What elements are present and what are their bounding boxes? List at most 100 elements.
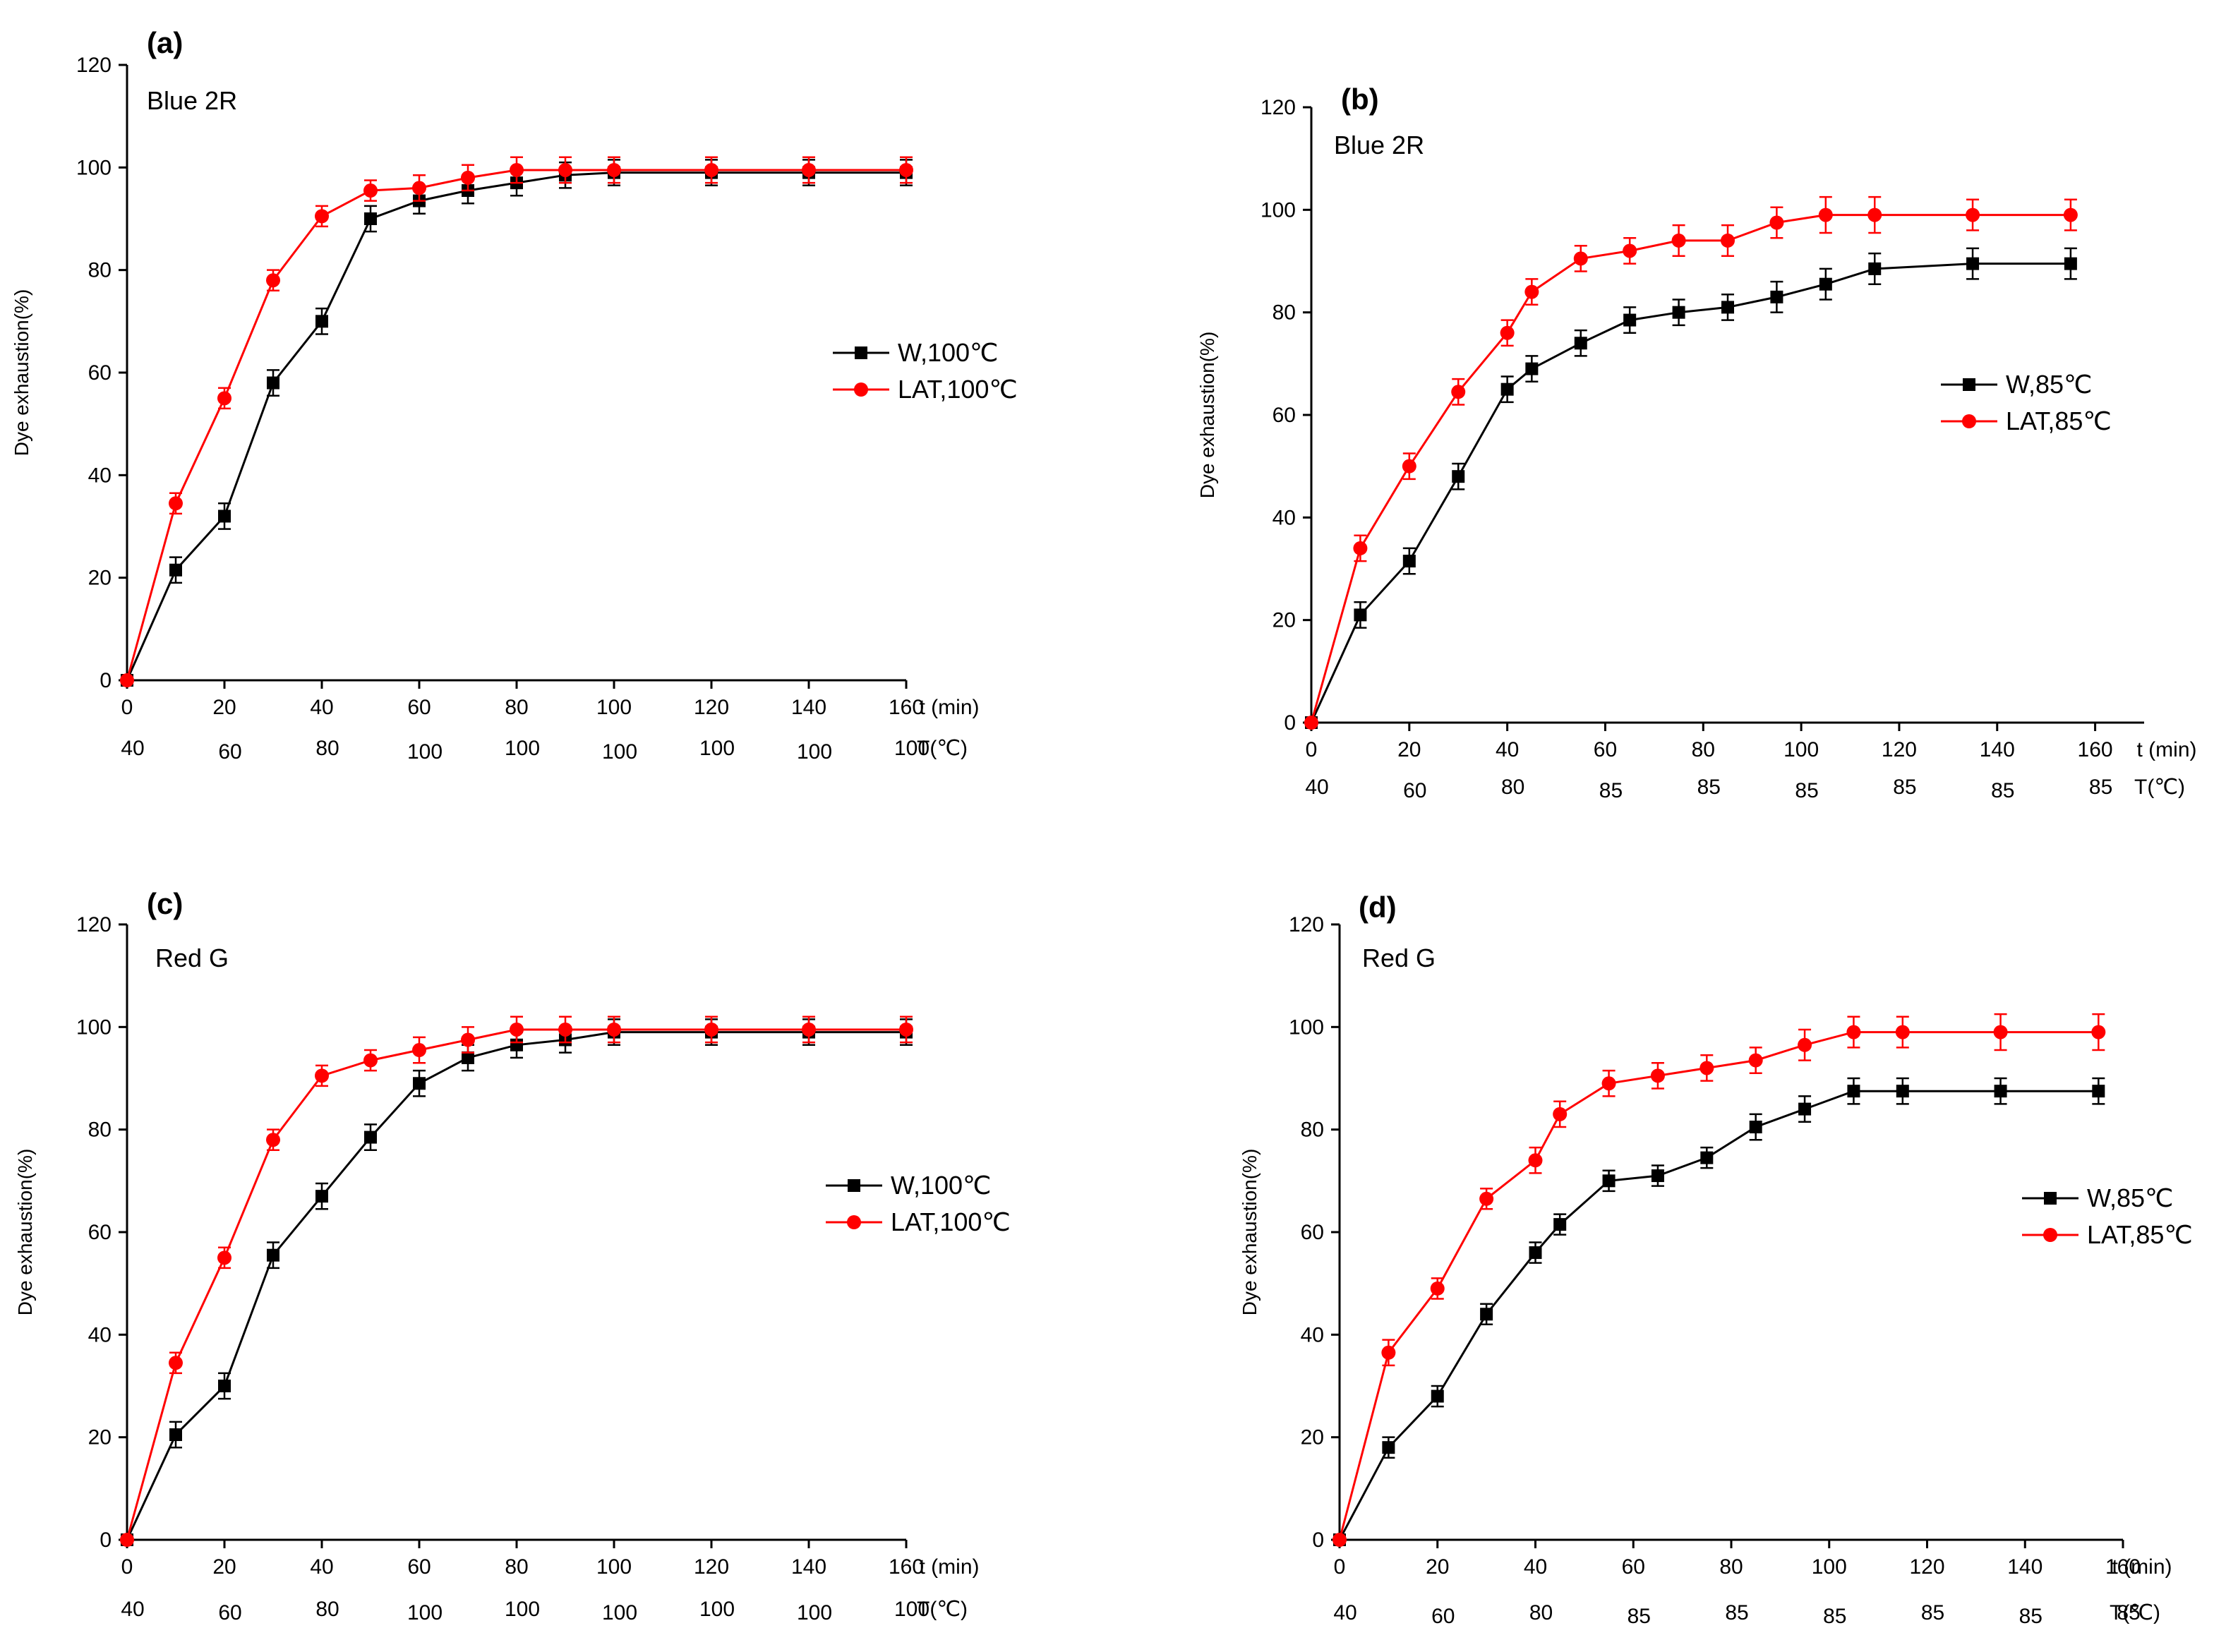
data-point xyxy=(1479,1191,1494,1206)
y-tick-label: 40 xyxy=(1273,506,1296,529)
data-point xyxy=(1402,555,1416,568)
data-point xyxy=(1381,1345,1396,1360)
data-point xyxy=(1700,1151,1714,1164)
data-point xyxy=(364,212,377,225)
temperature-label: 85 xyxy=(1628,1605,1651,1628)
data-point xyxy=(461,1032,475,1047)
data-point xyxy=(1818,207,1833,222)
data-point xyxy=(120,673,134,687)
y-axis-title: Dye exhaustion(%) xyxy=(14,1149,36,1316)
data-point xyxy=(1525,362,1539,375)
legend: W,100℃ LAT,100℃ xyxy=(826,1171,1011,1236)
data-point xyxy=(1528,1153,1543,1168)
data-point xyxy=(1819,277,1832,291)
temperature-axis-title: T(℃) xyxy=(917,1598,968,1621)
y-tick-label: 0 xyxy=(100,1529,112,1552)
temperature-label: 100 xyxy=(505,1598,540,1621)
x-tick-label: 60 xyxy=(407,696,431,719)
data-point xyxy=(1524,284,1539,299)
x-tick-label: 20 xyxy=(1397,738,1421,761)
chart-panel-4: 0 20 40 60 80 100 120 0 20 40 60 80 100 120 140 160 40 60… xyxy=(1239,891,2193,1628)
data-point xyxy=(1721,233,1735,248)
temperature-label: 80 xyxy=(1529,1601,1553,1624)
x-tick-label: 0 xyxy=(121,1555,133,1579)
data-point xyxy=(218,510,231,523)
temperature-label: 100 xyxy=(602,1601,637,1624)
x-tick-label: 60 xyxy=(407,1555,431,1579)
data-point xyxy=(2091,1025,2106,1039)
data-point xyxy=(315,1190,328,1203)
y-tick-label: 100 xyxy=(76,1015,112,1039)
data-point xyxy=(364,1131,377,1144)
x-tick-label: 80 xyxy=(505,1555,528,1579)
data-point xyxy=(413,1077,426,1090)
temperature-label: 85 xyxy=(1697,776,1721,799)
temperature-label: 85 xyxy=(1921,1601,1944,1624)
data-point xyxy=(412,1043,426,1058)
temperature-label: 85 xyxy=(2089,776,2112,799)
data-point xyxy=(1868,262,1882,275)
legend-entry: LAT,85℃ xyxy=(2087,1220,2193,1249)
x-tick-label: 20 xyxy=(1426,1555,1449,1579)
data-point xyxy=(1994,1085,2007,1098)
y-tick-label: 100 xyxy=(76,156,112,179)
series-line xyxy=(1310,214,2071,723)
y-tick-label: 60 xyxy=(88,361,112,385)
chart-panel-1: 0 20 40 60 80 100 120 0 20 40 60 80 100 120 140 160 40 60… xyxy=(11,26,1018,764)
data-point xyxy=(1623,243,1637,258)
temperature-label: 40 xyxy=(1305,776,1328,799)
temperature-label: 60 xyxy=(218,1601,241,1624)
y-tick-label: 40 xyxy=(88,464,112,487)
temperature-label: 100 xyxy=(505,737,540,760)
legend-entry: W,85℃ xyxy=(2087,1183,2173,1212)
temperature-label: 85 xyxy=(1795,779,1818,802)
data-point xyxy=(2064,257,2077,270)
chart-title: Red G xyxy=(155,943,229,972)
data-point xyxy=(1798,1102,1812,1116)
x-tick-label: 160 xyxy=(2078,738,2113,761)
series-LAT xyxy=(120,1015,913,1547)
y-axis-title: Dye exhaustion(%) xyxy=(11,289,32,457)
data-point xyxy=(462,1051,474,1064)
data-point xyxy=(267,1248,279,1262)
temperature-axis-title: T(℃) xyxy=(2110,1601,2160,1624)
data-point xyxy=(802,1022,816,1037)
panel-label: (c) xyxy=(147,887,183,920)
x-tick-label: 0 xyxy=(1306,738,1318,761)
data-point xyxy=(1798,1037,1812,1052)
x-tick-label: 100 xyxy=(1812,1555,1847,1579)
data-point xyxy=(1699,1061,1714,1075)
data-point xyxy=(363,183,378,198)
series-line xyxy=(126,1031,906,1541)
x-tick-label: 40 xyxy=(1524,1555,1547,1579)
temperature-label: 85 xyxy=(2019,1605,2043,1628)
y-tick-label: 0 xyxy=(1312,1529,1324,1552)
data-point xyxy=(120,1533,134,1547)
data-point xyxy=(510,162,524,177)
data-point xyxy=(1480,1308,1493,1321)
temperature-label: 40 xyxy=(121,1598,144,1621)
y-tick-label: 40 xyxy=(88,1323,112,1346)
data-point xyxy=(169,1356,183,1370)
temperature-label: 80 xyxy=(315,1598,339,1621)
y-tick-label: 60 xyxy=(1273,404,1296,427)
data-point xyxy=(267,376,279,390)
legend-entry: LAT,100℃ xyxy=(891,1207,1011,1236)
x-tick-label: 160 xyxy=(889,696,924,719)
temperature-label: 100 xyxy=(797,1601,832,1624)
temperature-label: 100 xyxy=(894,737,930,760)
data-point xyxy=(1431,1389,1444,1403)
data-point xyxy=(1354,608,1367,622)
y-tick-label: 0 xyxy=(1284,711,1296,735)
data-point xyxy=(461,170,475,185)
x-tick-label: 100 xyxy=(596,696,632,719)
panel-label: (d) xyxy=(1359,891,1397,924)
y-tick-label: 80 xyxy=(88,1119,112,1142)
data-point xyxy=(217,391,231,406)
series-line xyxy=(126,171,906,681)
x-tick-label: 100 xyxy=(596,1555,632,1579)
panel-label: (b) xyxy=(1341,83,1379,116)
data-point xyxy=(1529,1246,1542,1260)
temperature-label: 85 xyxy=(1823,1605,1846,1628)
y-tick-label: 100 xyxy=(1289,1015,1324,1039)
